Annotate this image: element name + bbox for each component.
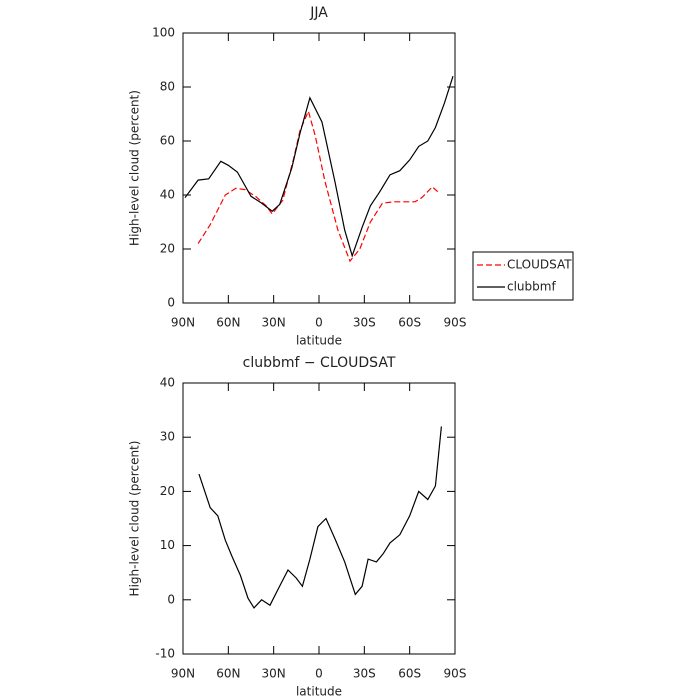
x-tick-label: 0 xyxy=(315,667,323,681)
x-tick-label: 30S xyxy=(353,316,376,330)
legend-box xyxy=(472,251,574,301)
data-line xyxy=(198,426,442,609)
y-tick-label: 0 xyxy=(167,296,175,310)
y-tick-label: -10 xyxy=(155,647,175,661)
x-tick-label: 60S xyxy=(398,667,421,681)
chart-title: JJA xyxy=(309,5,328,21)
data-line xyxy=(197,109,441,263)
y-tick-label: 10 xyxy=(160,538,175,552)
x-tick-label: 30N xyxy=(262,667,286,681)
x-tick-label: 60N xyxy=(216,667,240,681)
x-axis-label: latitude xyxy=(296,685,342,699)
y-tick-label: 30 xyxy=(160,430,175,444)
x-tick-label: 90S xyxy=(444,316,467,330)
plot-frame xyxy=(182,32,456,304)
x-tick-label: 30N xyxy=(262,316,286,330)
x-tick-label: 30S xyxy=(353,667,376,681)
y-tick-label: 40 xyxy=(160,188,175,202)
y-axis-label: High-level cloud (percent) xyxy=(128,90,142,246)
x-tick-label: 60N xyxy=(216,316,240,330)
x-tick-label: 90N xyxy=(171,667,195,681)
y-tick-label: 40 xyxy=(160,376,175,390)
y-axis-label: High-level cloud (percent) xyxy=(128,441,142,597)
x-axis-label: latitude xyxy=(296,334,342,348)
data-line xyxy=(184,76,454,258)
x-tick-label: 90S xyxy=(444,667,467,681)
y-tick-label: 80 xyxy=(160,80,175,94)
x-tick-label: 0 xyxy=(315,316,323,330)
legend-label: CLOUDSAT xyxy=(507,258,572,272)
x-tick-label: 90N xyxy=(171,316,195,330)
x-tick-label: 60S xyxy=(398,316,421,330)
y-tick-label: 0 xyxy=(167,592,175,606)
y-tick-label: 20 xyxy=(160,484,175,498)
plot-frame xyxy=(182,382,456,655)
y-tick-label: 20 xyxy=(160,242,175,256)
y-tick-label: 60 xyxy=(160,134,175,148)
chart-title: clubbmf − CLOUDSAT xyxy=(243,355,396,371)
legend-label: clubbmf xyxy=(507,280,556,294)
y-tick-label: 100 xyxy=(152,26,175,40)
